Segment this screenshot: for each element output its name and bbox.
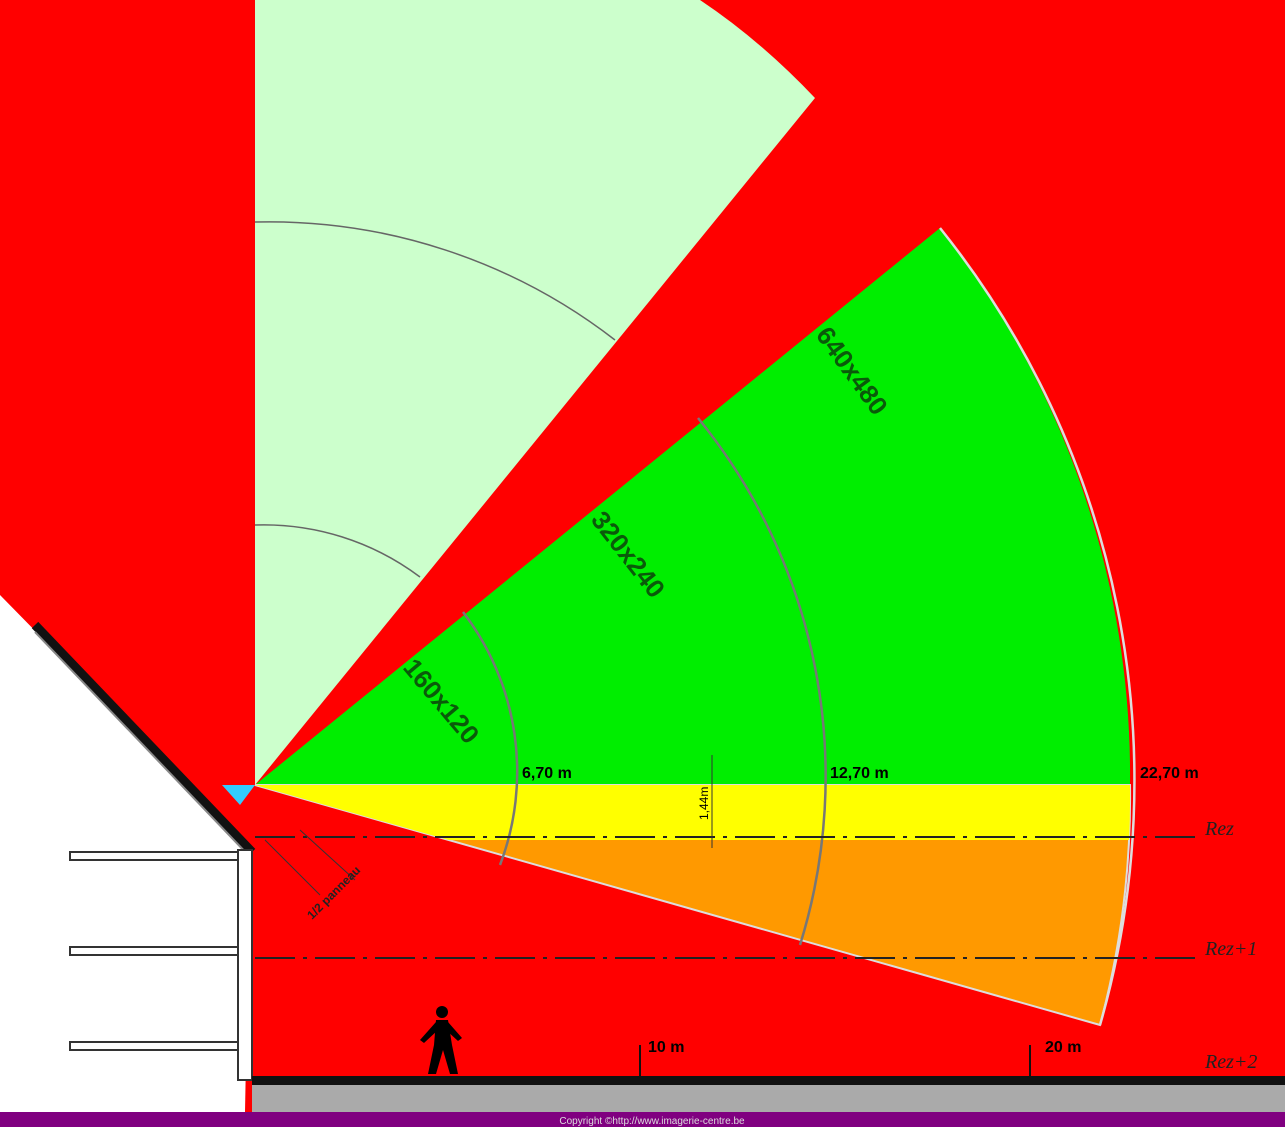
scale-label: 10 m <box>648 1039 684 1056</box>
panel-dimension <box>264 839 321 896</box>
distance-label: 12,70 m <box>830 765 889 782</box>
scale-label: 20 m <box>1045 1039 1081 1056</box>
roof <box>31 621 256 856</box>
floor-slab <box>69 946 239 956</box>
arc <box>254 221 616 341</box>
arc <box>939 227 1136 1026</box>
height-label: 1,44m <box>697 787 711 820</box>
upper-field <box>255 0 815 785</box>
ground <box>252 1085 1285 1112</box>
panel-dimension <box>299 829 356 881</box>
copyright: Copyright ©http://www.imagerie-centre.be <box>559 1116 745 1127</box>
floor-label: Rez <box>1204 818 1234 840</box>
arc <box>462 611 519 866</box>
distance-label: 6,70 m <box>522 765 572 782</box>
camera <box>222 785 255 805</box>
floor-label: Rez+2 <box>1204 1051 1257 1073</box>
person <box>420 1006 462 1074</box>
floor-slab <box>69 851 239 861</box>
distance-label: 22,70 m <box>1140 765 1199 782</box>
floor-label: Rez+1 <box>1204 938 1257 960</box>
ground-line <box>252 1076 1285 1085</box>
arc <box>254 524 421 578</box>
arc <box>697 417 827 946</box>
wall <box>237 849 253 1081</box>
floor-slab <box>69 1041 239 1051</box>
roof <box>34 631 253 860</box>
green-field <box>255 228 1131 785</box>
footer-bar <box>0 1112 1285 1127</box>
